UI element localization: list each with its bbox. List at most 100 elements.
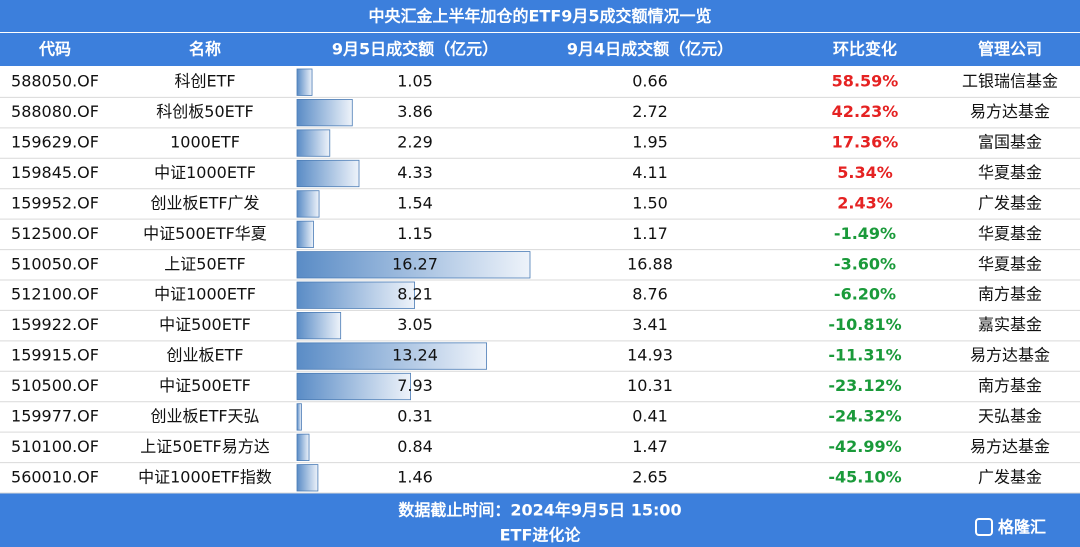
cell: 3.86 (397, 102, 433, 121)
cell: 1.46 (397, 467, 433, 486)
data-bar (296, 372, 411, 401)
cell: 159977.OF (11, 406, 99, 425)
cell: 南方基金 (978, 376, 1042, 395)
cell: 中证500ETF (159, 376, 251, 395)
data-bar (296, 403, 302, 431)
cell: 512500.OF (11, 224, 99, 243)
cell: 159629.OF (11, 133, 99, 152)
cell: 13.24 (392, 346, 438, 365)
cell: 2.72 (632, 102, 668, 121)
cell: 创业板ETF (166, 346, 243, 365)
data-bar (296, 251, 531, 279)
cell: 中证500ETF (159, 315, 251, 334)
cell: 科创ETF (174, 72, 235, 91)
cell: 易方达基金 (970, 102, 1050, 121)
cell: 0.31 (397, 406, 433, 425)
cell: 1000ETF (170, 133, 240, 152)
cell: 富国基金 (978, 133, 1042, 152)
cell: 159915.OF (11, 346, 99, 365)
data-bar (296, 281, 415, 309)
cell: -42.99% (828, 437, 901, 456)
cell: 510050.OF (11, 254, 99, 273)
column-header: 9月5日成交额（亿元） (332, 40, 498, 59)
cell: 510100.OF (11, 437, 99, 456)
footer-source: ETF进化论 (500, 526, 582, 545)
data-bar (296, 342, 488, 370)
footer-note: 数据截止时间：2024年9月5日 15:00 (398, 501, 681, 520)
data-bar (296, 129, 331, 157)
cell: 1.54 (397, 193, 433, 212)
cell: 创业板ETF天弘 (150, 406, 259, 425)
cell: -3.60% (834, 254, 896, 273)
column-header: 9月4日成交额（亿元） (567, 40, 733, 59)
cell: 5.34% (837, 163, 893, 182)
cell: -23.12% (828, 376, 901, 395)
cell: -6.20% (834, 285, 896, 304)
cell: 工银瑞信基金 (962, 72, 1058, 91)
cell: 华夏基金 (978, 224, 1042, 243)
cell: -24.32% (828, 406, 901, 425)
cell: 560010.OF (11, 467, 99, 486)
cell: 中证1000ETF (154, 163, 256, 182)
cell: 1.05 (397, 72, 433, 91)
cell: -11.31% (828, 346, 901, 365)
cell: 华夏基金 (978, 163, 1042, 182)
cell: 16.27 (392, 254, 438, 273)
cell: 华夏基金 (978, 254, 1042, 273)
data-bar (296, 99, 353, 127)
cell: 天弘基金 (978, 406, 1042, 425)
cell: 588050.OF (11, 72, 99, 91)
data-bar (296, 68, 313, 96)
cell: 4.33 (397, 163, 433, 182)
cell: 2.29 (397, 133, 433, 152)
column-header: 环比变化 (833, 40, 897, 59)
cell: -10.81% (828, 315, 901, 334)
cell: 14.93 (627, 346, 673, 365)
cell: 8.21 (397, 285, 433, 304)
cell: 512100.OF (11, 285, 99, 304)
cell: 159845.OF (11, 163, 99, 182)
cell: -1.49% (834, 224, 896, 243)
cell: 1.47 (632, 437, 668, 456)
cell: 10.31 (627, 376, 673, 395)
cell: 8.76 (632, 285, 668, 304)
cell: 中证1000ETF指数 (138, 467, 272, 486)
cell: 510500.OF (11, 376, 99, 395)
cell: 17.36% (832, 133, 899, 152)
cell: 上证50ETF易方达 (140, 437, 269, 456)
cell: 2.43% (837, 193, 893, 212)
cell: 中证1000ETF (154, 285, 256, 304)
data-bar (296, 433, 310, 461)
cell: 2.65 (632, 467, 668, 486)
cell: 广发基金 (978, 193, 1042, 212)
column-header: 名称 (189, 40, 221, 59)
cell: 1.17 (632, 224, 668, 243)
cell: 创业板ETF广发 (150, 193, 259, 212)
cell: 嘉实基金 (978, 315, 1042, 334)
data-bar (296, 190, 320, 218)
cell: 上证50ETF (164, 254, 245, 273)
cell: 1.50 (632, 193, 668, 212)
cell: 1.15 (397, 224, 433, 243)
cell: 易方达基金 (970, 437, 1050, 456)
cell: 0.66 (632, 72, 668, 91)
cell: 广发基金 (978, 467, 1042, 486)
cell: 3.05 (397, 315, 433, 334)
cell: 易方达基金 (970, 346, 1050, 365)
data-bar (296, 464, 319, 492)
cell: 42.23% (832, 102, 899, 121)
cell: 3.41 (632, 315, 668, 334)
column-header: 管理公司 (978, 40, 1042, 59)
cell: 1.95 (632, 133, 668, 152)
data-bar (296, 159, 360, 188)
cell: 16.88 (627, 254, 673, 273)
cell: 588080.OF (11, 102, 99, 121)
cell: 58.59% (832, 72, 899, 91)
watermark: 格隆汇 (998, 518, 1046, 537)
cell: 0.41 (632, 406, 668, 425)
watermark-icon (975, 518, 993, 536)
cell: 南方基金 (978, 285, 1042, 304)
column-header: 代码 (38, 40, 71, 59)
data-bar (296, 312, 342, 340)
